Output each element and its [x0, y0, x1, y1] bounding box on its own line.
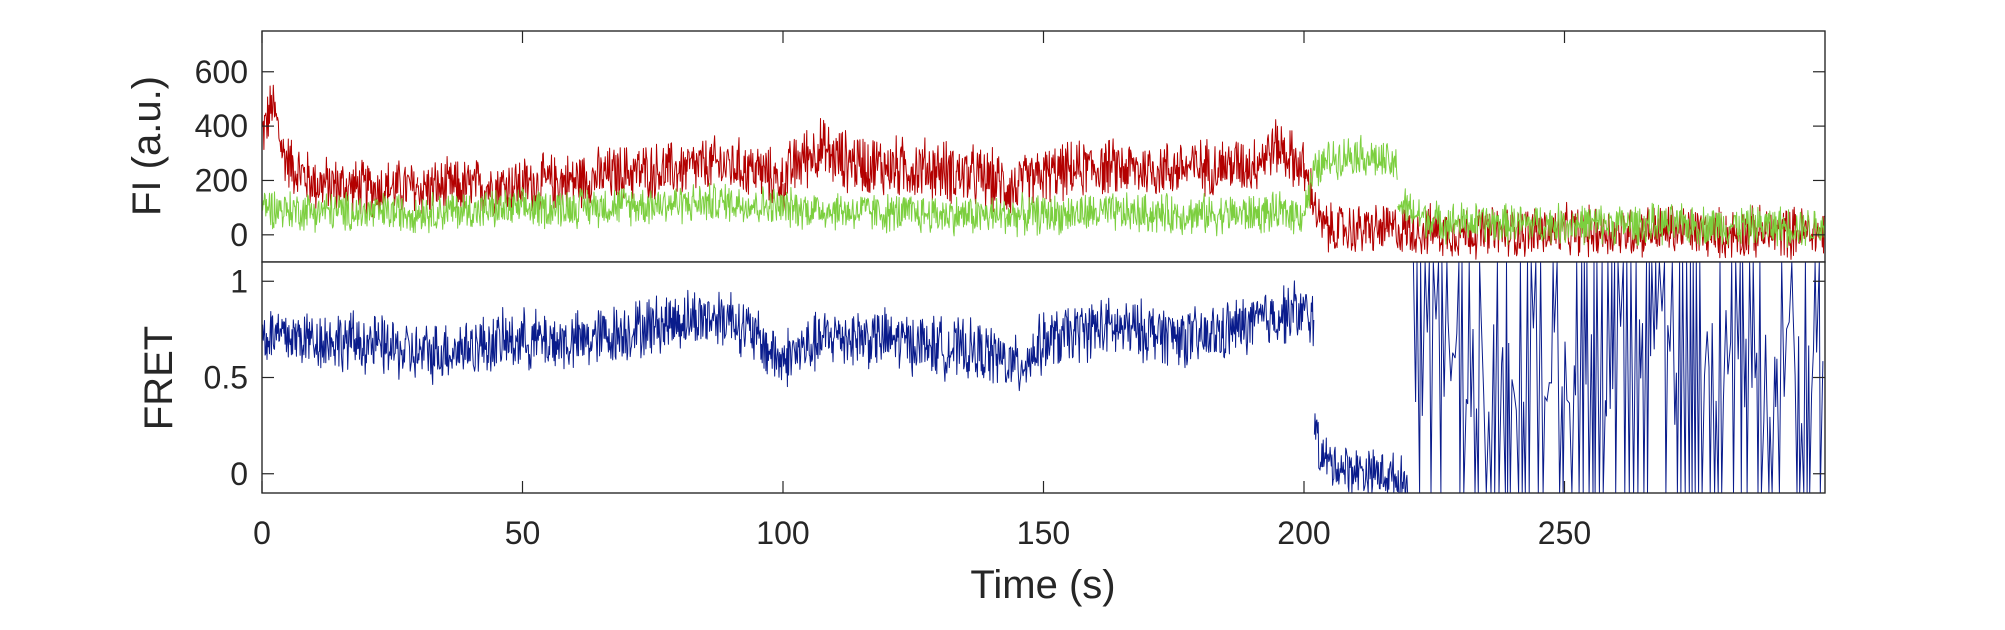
time-xtick-label-1: 50 [505, 515, 541, 551]
fluorescence-ytick-label-3: 600 [195, 54, 248, 90]
time-x-ticks: 0 50 100 150 200 250 [253, 31, 1591, 551]
fluorescence-ytick-label-0: 0 [230, 217, 248, 253]
fret-series-0-segment-2 [1313, 413, 1409, 494]
fluorescence-series-0-segment-0 [261, 84, 419, 218]
fluorescence-traces [261, 84, 1826, 260]
time-xtick-label-3: 150 [1017, 515, 1070, 551]
time-xtick-label-4: 200 [1277, 515, 1330, 551]
fret-plot-frame-border [261, 261, 1826, 494]
fluorescence-panel: 0 200 400 600 FI (a.u.) [125, 30, 1826, 263]
fluorescence-series-1-segment-2 [1397, 188, 1826, 248]
fret-series-0-alternating-region [1412, 261, 1824, 494]
fret-panel: 00.51 0 50 100 150 200 250 FRET Time (s) [137, 31, 1826, 607]
time-xtick-label-2: 100 [756, 515, 809, 551]
fluorescence-series-0-segment-3 [1017, 119, 1305, 211]
fret-series-0-segment-1 [782, 280, 1315, 392]
time-xtick-label-0: 0 [253, 515, 271, 551]
fluorescence-series-0-segment-1 [417, 135, 784, 216]
fret-ytick-label-1: 0.5 [204, 360, 248, 396]
time-x-axis-label: Time (s) [970, 563, 1115, 607]
fret-series-0-segment-0 [261, 289, 784, 385]
fret-traces [261, 261, 1824, 494]
fret-ytick-label-0: 0 [230, 456, 248, 492]
fret-y-axis-label: FRET [137, 326, 181, 430]
fluorescence-series-1-segment-1 [1303, 134, 1398, 217]
fluorescence-series-1-segment-0 [261, 182, 1304, 238]
time-xtick-label-5: 250 [1538, 515, 1591, 551]
fluorescence-ytick-label-2: 400 [195, 108, 248, 144]
fret-ytick-label-2: 1 [230, 263, 248, 299]
fluorescence-ytick-label-1: 200 [195, 162, 248, 198]
fret-y-ticks: 00.51 [204, 263, 1825, 492]
fluorescence-y-axis-label: FI (a.u.) [125, 76, 169, 216]
fluorescence-y-ticks: 0 200 400 600 [195, 54, 1825, 253]
fluorescence-series-0-segment-2 [782, 118, 1018, 214]
